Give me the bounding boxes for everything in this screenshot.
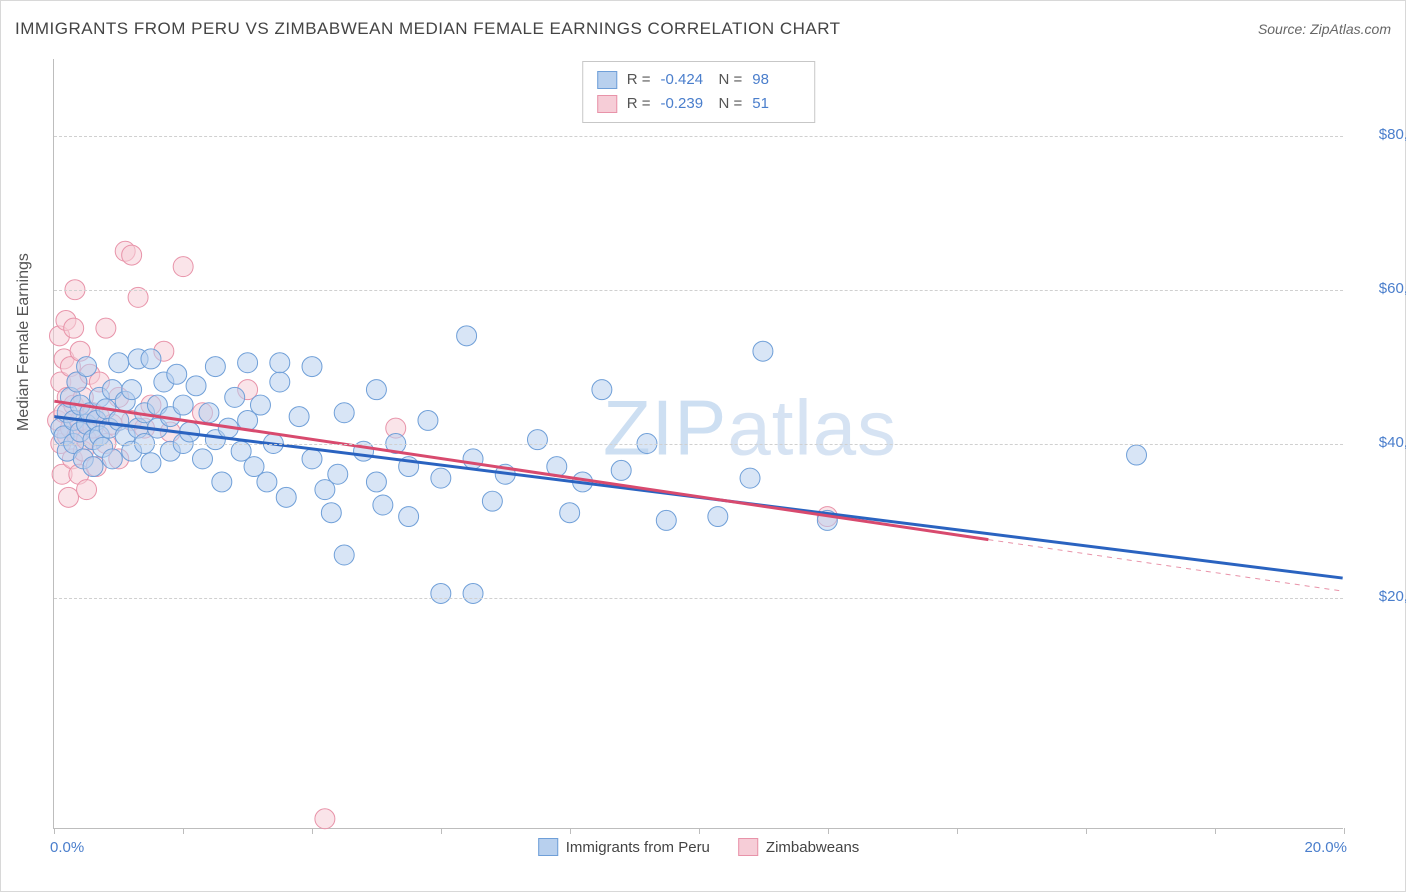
chart-container: IMMIGRANTS FROM PERU VS ZIMBABWEAN MEDIA… (0, 0, 1406, 892)
y-tick-label: $60,000 (1353, 280, 1406, 297)
data-point (708, 507, 728, 527)
x-tick (1215, 828, 1216, 834)
data-point (122, 380, 142, 400)
trend-line-extrapolation (988, 540, 1342, 592)
data-point (315, 809, 335, 829)
x-axis-min-label: 0.0% (50, 839, 84, 856)
data-point (96, 318, 116, 338)
x-tick (183, 828, 184, 834)
legend-label-peru: Immigrants from Peru (566, 839, 710, 856)
y-tick-label: $40,000 (1353, 434, 1406, 451)
data-point (250, 395, 270, 415)
data-point (205, 357, 225, 377)
data-point (560, 503, 580, 523)
legend-item-zimbabwe: Zimbabweans (738, 838, 859, 856)
data-point (257, 472, 277, 492)
data-point (64, 318, 84, 338)
gridline (54, 290, 1343, 291)
data-point (753, 341, 773, 361)
data-point (302, 449, 322, 469)
data-point (77, 480, 97, 500)
data-point (431, 583, 451, 603)
chart-header: IMMIGRANTS FROM PERU VS ZIMBABWEAN MEDIA… (15, 19, 1391, 39)
data-point (366, 380, 386, 400)
data-point (611, 460, 631, 480)
data-point (186, 376, 206, 396)
data-point (431, 468, 451, 488)
trend-line (54, 401, 988, 539)
legend-series: Immigrants from Peru Zimbabweans (538, 838, 860, 856)
data-point (328, 464, 348, 484)
plot-area: ZIPatlas R = -0.424 N = 98 R = -0.239 N … (53, 59, 1343, 829)
data-point (321, 503, 341, 523)
chart-source: Source: ZipAtlas.com (1258, 21, 1391, 37)
y-tick-label: $20,000 (1353, 588, 1406, 605)
data-point (141, 453, 161, 473)
data-point (366, 472, 386, 492)
data-point (463, 449, 483, 469)
data-point (238, 353, 258, 373)
data-point (463, 583, 483, 603)
x-tick (1344, 828, 1345, 834)
data-point (173, 395, 193, 415)
data-point (482, 491, 502, 511)
x-tick (312, 828, 313, 834)
legend-item-peru: Immigrants from Peru (538, 838, 710, 856)
data-point (83, 457, 103, 477)
data-point (418, 410, 438, 430)
x-tick (441, 828, 442, 834)
swatch-zimbabwe (738, 838, 758, 856)
x-tick (957, 828, 958, 834)
gridline (54, 136, 1343, 137)
data-point (212, 472, 232, 492)
y-tick-label: $80,000 (1353, 126, 1406, 143)
data-point (270, 353, 290, 373)
data-point (173, 257, 193, 277)
data-point (302, 357, 322, 377)
data-point (399, 507, 419, 527)
data-point (270, 372, 290, 392)
data-point (1127, 445, 1147, 465)
data-point (592, 380, 612, 400)
x-axis-max-label: 20.0% (1304, 839, 1347, 856)
data-point (334, 545, 354, 565)
data-point (457, 326, 477, 346)
data-point (59, 487, 79, 507)
data-point (656, 510, 676, 530)
gridline (54, 598, 1343, 599)
data-point (225, 387, 245, 407)
source-value: ZipAtlas.com (1310, 21, 1391, 37)
data-point (102, 449, 122, 469)
data-point (141, 349, 161, 369)
data-point (122, 245, 142, 265)
data-point (527, 430, 547, 450)
data-point (740, 468, 760, 488)
x-tick (1086, 828, 1087, 834)
data-point (199, 403, 219, 423)
data-point (276, 487, 296, 507)
data-point (77, 357, 97, 377)
legend-label-zimbabwe: Zimbabweans (766, 839, 859, 856)
swatch-peru (538, 838, 558, 856)
data-point (373, 495, 393, 515)
x-tick (570, 828, 571, 834)
source-label: Source: (1258, 21, 1310, 37)
data-point (334, 403, 354, 423)
x-tick (54, 828, 55, 834)
data-point (289, 407, 309, 427)
gridline (54, 444, 1343, 445)
x-tick (699, 828, 700, 834)
data-point (109, 353, 129, 373)
data-point (167, 364, 187, 384)
chart-title: IMMIGRANTS FROM PERU VS ZIMBABWEAN MEDIA… (15, 19, 841, 39)
x-tick (828, 828, 829, 834)
data-point (193, 449, 213, 469)
y-axis-label: Median Female Earnings (15, 253, 33, 431)
